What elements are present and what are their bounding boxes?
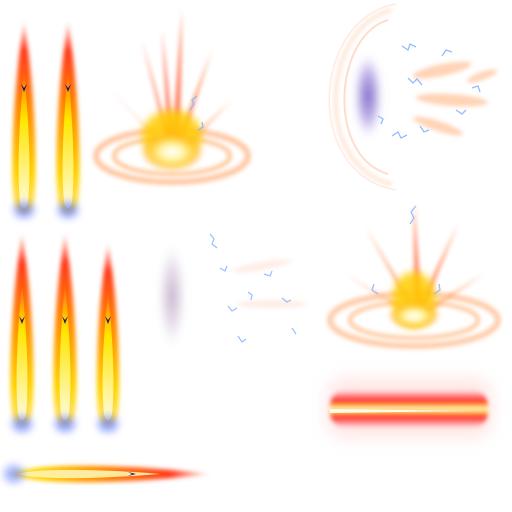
faint-portal-with-sparks xyxy=(158,233,306,348)
explosion-burst-2 xyxy=(327,204,501,349)
flame-vertical-3 xyxy=(10,234,34,432)
laser-beam xyxy=(326,378,492,438)
portal-ring-with-sparks xyxy=(328,3,498,191)
flame-vertical-1 xyxy=(12,22,36,218)
explosion-burst-1 xyxy=(93,10,251,185)
flame-vertical-2 xyxy=(56,22,80,218)
flame-vertical-5 xyxy=(96,244,120,432)
flame-vertical-4 xyxy=(53,234,77,432)
flame-horizontal xyxy=(4,465,210,483)
